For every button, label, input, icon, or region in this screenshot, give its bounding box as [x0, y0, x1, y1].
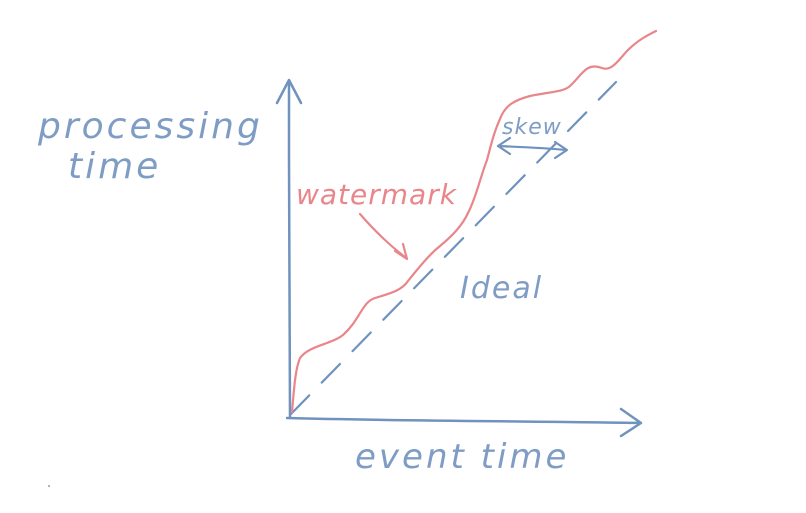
skew-arrow-line	[496, 144, 568, 152]
y-axis	[275, 78, 303, 420]
x-axis	[285, 407, 643, 438]
stray-dot	[48, 485, 50, 487]
ideal-line	[289, 80, 618, 416]
skew-label: skew	[502, 115, 562, 140]
watermark-pointer-arrow	[358, 212, 409, 261]
x-axis-label: event time	[355, 437, 569, 477]
y-axis-line	[287, 80, 292, 420]
skew-arrow	[496, 136, 569, 160]
watermark-curve	[290, 29, 658, 414]
watermark-arrow-shaft	[358, 212, 407, 259]
skew-arrowhead-right	[553, 140, 569, 160]
ideal-label: Ideal	[460, 271, 543, 306]
skew-arrowhead-left	[496, 136, 512, 156]
watermark-label: watermark	[296, 178, 458, 211]
y-axis-label-line-2: time	[68, 146, 161, 187]
x-axis-line	[285, 416, 642, 425]
y-axis-arrowhead	[275, 78, 303, 105]
y-axis-label-line-1: processing	[37, 106, 263, 147]
x-axis-arrowhead	[619, 407, 643, 438]
watermark-arrowhead	[393, 242, 409, 261]
